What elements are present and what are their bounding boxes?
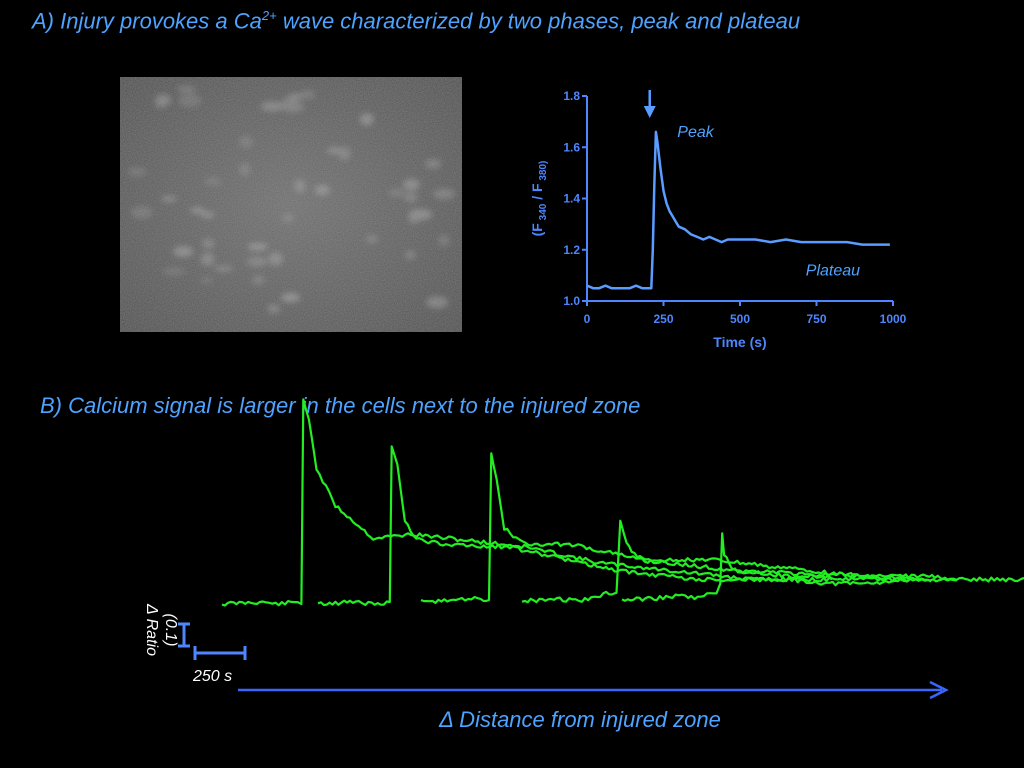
- y-tick-label: 1.6: [563, 140, 580, 154]
- distance-arrow-head: [929, 680, 949, 700]
- annotation-peak: Peak: [677, 124, 714, 141]
- cell-micrograph: [120, 77, 462, 332]
- x-axis-label: Time (s): [713, 334, 766, 350]
- x-tick-label: 0: [584, 312, 591, 326]
- injury-arrow-head: [643, 106, 656, 118]
- y-tick-label: 1.0: [563, 294, 580, 308]
- x-tick-label: 1000: [880, 312, 907, 326]
- x-tick-label: 500: [730, 312, 750, 326]
- ratio-scale-value: (0.1): [162, 614, 179, 647]
- panel-b-title: B) Calcium signal is larger in the cells…: [40, 393, 641, 418]
- x-tick-label: 250: [653, 312, 673, 326]
- y-tick-label: 1.4: [563, 192, 580, 206]
- calcium-trace-5: [621, 532, 1024, 602]
- distance-label: Δ Distance from injured zone: [438, 707, 721, 732]
- calcium-trace-4: [521, 519, 957, 604]
- panel-a-title: A) Injury provokes a Ca2+ wave character…: [32, 8, 801, 34]
- time-scale-label: 250 s: [192, 668, 232, 685]
- calcium-trace-2: [317, 445, 833, 607]
- ratio-scale-label: Δ Ratio: [143, 603, 160, 656]
- ratio-trace: [586, 130, 890, 290]
- y-tick-label: 1.2: [563, 243, 580, 257]
- annotation-plateau: Plateau: [806, 262, 860, 279]
- x-tick-label: 750: [806, 312, 826, 326]
- y-axis-label: (F 340 / F 380): [529, 161, 549, 237]
- y-tick-label: 1.8: [563, 89, 580, 103]
